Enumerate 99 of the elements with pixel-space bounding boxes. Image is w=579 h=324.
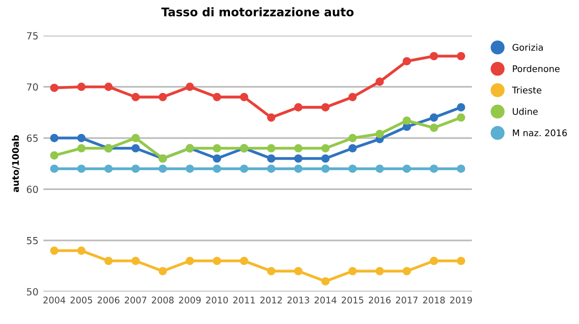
point [348, 92, 357, 102]
legend-label: Gorizia [512, 44, 543, 51]
point [267, 164, 276, 173]
point [456, 113, 466, 122]
x-tick-label: 2018 [423, 296, 445, 304]
point [131, 134, 140, 142]
x-tick-label: 2007 [124, 296, 146, 304]
point [430, 124, 438, 132]
x-tick-label: 2006 [98, 296, 120, 304]
point [267, 266, 276, 276]
point [321, 103, 330, 112]
point [104, 82, 113, 91]
point [240, 92, 248, 102]
point [294, 103, 302, 112]
x-tick-label: 2004 [43, 296, 66, 304]
point [402, 266, 411, 276]
point [50, 134, 58, 142]
legend-label: Udine [512, 108, 538, 115]
point [376, 130, 384, 138]
point [131, 144, 140, 152]
point [376, 78, 384, 86]
point [376, 266, 384, 276]
x-tick-label: 2005 [70, 296, 92, 304]
point [456, 256, 466, 266]
point [240, 164, 248, 173]
point [267, 154, 276, 163]
x-tick-label: 2013 [288, 296, 310, 304]
point [212, 164, 222, 173]
point [158, 266, 167, 276]
point [50, 246, 58, 255]
y-axis-title: auto/100ab [12, 135, 20, 192]
y-tick-label: 60 [26, 186, 38, 194]
point [104, 164, 113, 173]
point [348, 144, 357, 152]
point [348, 134, 357, 142]
point [402, 116, 411, 125]
legend-label: M naz. 2016 [512, 129, 567, 136]
point [402, 164, 411, 173]
point [321, 154, 330, 163]
point [158, 92, 167, 102]
point [77, 246, 86, 255]
x-tick-label: 2014 [314, 296, 336, 304]
point [240, 256, 248, 266]
point [321, 277, 330, 286]
point [456, 103, 466, 112]
point [158, 164, 167, 173]
legend-label: Pordenone [512, 65, 560, 72]
y-tick-label: 75 [26, 32, 38, 40]
point [294, 144, 302, 152]
point [321, 164, 330, 173]
point [186, 256, 194, 266]
point [50, 84, 58, 92]
point [430, 164, 438, 173]
point [131, 92, 140, 102]
point [131, 256, 140, 266]
point [77, 164, 86, 173]
x-tick-label: 2012 [260, 296, 282, 304]
y-tick-label: 55 [26, 237, 38, 244]
point [212, 256, 222, 266]
point [212, 144, 222, 152]
x-tick-label: 2016 [368, 296, 391, 304]
point [430, 52, 438, 60]
point [104, 256, 113, 266]
x-tick-label: 2011 [233, 296, 255, 304]
y-tick-label: 50 [26, 288, 38, 296]
point [212, 92, 222, 102]
point [430, 113, 438, 122]
y-tick-label: 65 [26, 134, 38, 142]
point [50, 151, 58, 160]
point [430, 256, 438, 266]
point [456, 164, 466, 173]
legend-label: Trieste [512, 86, 542, 94]
point [186, 164, 194, 173]
point [402, 57, 411, 66]
point [267, 144, 276, 152]
chart-title: Tasso di motorizzazione auto [161, 7, 354, 16]
point [294, 164, 302, 173]
x-tick-label: 2017 [396, 296, 418, 304]
point [77, 144, 86, 152]
point [50, 164, 58, 173]
point [294, 266, 302, 276]
x-tick-label: 2009 [179, 296, 201, 304]
point [131, 164, 140, 173]
point [376, 164, 384, 173]
point [321, 144, 330, 152]
x-tick-label: 2015 [342, 296, 364, 304]
x-tick-label: 2008 [152, 296, 174, 304]
point [212, 154, 222, 163]
x-tick-label: 2010 [206, 296, 228, 304]
point [456, 52, 466, 60]
point [348, 164, 357, 173]
point [348, 266, 357, 276]
y-tick-label: 70 [26, 83, 38, 91]
point [294, 154, 302, 163]
point [186, 82, 194, 91]
point [77, 82, 86, 91]
point [77, 134, 86, 142]
point [267, 113, 276, 122]
x-tick-label: 2019 [450, 296, 472, 304]
